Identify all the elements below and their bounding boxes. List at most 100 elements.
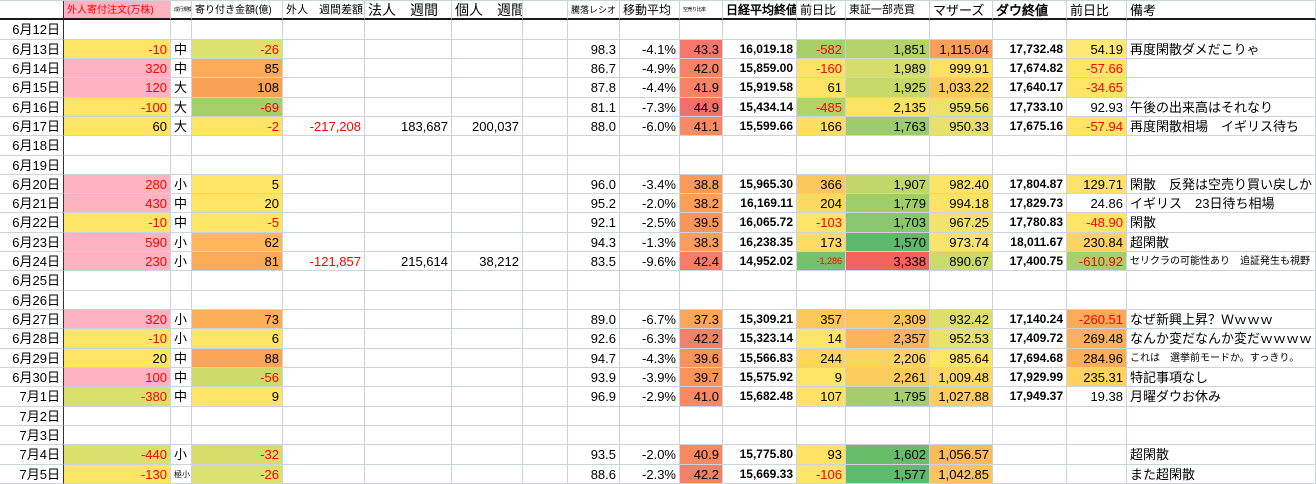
cell-ka[interactable]: 42.4 <box>680 252 723 272</box>
cell-oa[interactable] <box>192 290 283 310</box>
cell-date[interactable]: 6月13日 <box>0 39 64 59</box>
cell-fo[interactable] <box>64 155 171 175</box>
cell-gw[interactable]: -217,208 <box>283 116 365 137</box>
cell-sp[interactable] <box>523 232 568 253</box>
cell-fo[interactable] <box>64 271 171 291</box>
cell-hw[interactable] <box>365 194 452 214</box>
cell-ka[interactable] <box>680 136 723 156</box>
cell-dd[interactable]: 54.19 <box>1067 39 1127 59</box>
cell-fo[interactable]: 590 <box>64 232 171 253</box>
cell-ka[interactable]: 38.8 <box>680 174 723 195</box>
cell-ka[interactable]: 41.1 <box>680 116 723 137</box>
cell-gw[interactable]: -121,857 <box>283 252 365 272</box>
cell-kw[interactable] <box>452 232 523 253</box>
cell-sp[interactable] <box>523 367 568 388</box>
cell-kw[interactable] <box>452 387 523 407</box>
cell-hw[interactable] <box>365 155 452 175</box>
cell-ratio[interactable]: 88.6 <box>568 464 620 484</box>
cell-hw[interactable] <box>365 136 452 156</box>
cell-dow[interactable]: 17,733.10 <box>993 97 1067 117</box>
cell-sp[interactable] <box>523 271 568 291</box>
cell-fo[interactable]: -100 <box>64 97 171 117</box>
cell-ka[interactable]: 41.0 <box>680 387 723 407</box>
cell-oa[interactable] <box>192 136 283 156</box>
cell-fo[interactable]: 430 <box>64 194 171 214</box>
cell-fo[interactable]: 60 <box>64 116 171 137</box>
cell-rem[interactable] <box>1127 78 1316 98</box>
cell-tse[interactable]: 1,703 <box>846 213 930 233</box>
cell-dow[interactable]: 17,732.48 <box>993 39 1067 59</box>
cell-date[interactable]: 6月17日 <box>0 116 64 137</box>
cell-rem[interactable] <box>1127 406 1316 426</box>
column-header-nd[interactable]: 前日比 <box>797 1 846 21</box>
cell-gw[interactable] <box>283 39 365 59</box>
cell-hw[interactable]: 183,687 <box>365 116 452 137</box>
cell-oa[interactable] <box>192 425 283 446</box>
cell-oa[interactable]: -69 <box>192 97 283 117</box>
cell-dow[interactable]: 17,140.24 <box>993 310 1067 330</box>
cell-rem[interactable]: 特記事項なし <box>1127 367 1316 388</box>
cell-ma[interactable]: -3.4% <box>620 174 680 195</box>
cell-nk[interactable]: 14,952.02 <box>723 252 797 272</box>
cell-nd[interactable]: -106 <box>797 464 846 484</box>
cell-nk[interactable] <box>723 271 797 291</box>
cell-hw[interactable] <box>365 271 452 291</box>
cell-fo[interactable]: -10 <box>64 329 171 349</box>
cell-sz[interactable] <box>171 20 192 40</box>
cell-kw[interactable] <box>452 290 523 310</box>
cell-ka[interactable]: 37.3 <box>680 310 723 330</box>
cell-fo[interactable] <box>64 406 171 426</box>
cell-oa[interactable]: 20 <box>192 194 283 214</box>
cell-dd[interactable]: -34.65 <box>1067 78 1127 98</box>
cell-oa[interactable]: 5 <box>192 174 283 195</box>
cell-kw[interactable] <box>452 155 523 175</box>
cell-ka[interactable] <box>680 271 723 291</box>
cell-date[interactable]: 6月20日 <box>0 174 64 195</box>
cell-ratio[interactable]: 93.9 <box>568 367 620 388</box>
cell-nk[interactable]: 15,965.30 <box>723 174 797 195</box>
cell-tse[interactable] <box>846 20 930 40</box>
cell-date[interactable]: 6月18日 <box>0 136 64 156</box>
cell-ma[interactable]: -7.3% <box>620 97 680 117</box>
cell-ka[interactable]: 41.9 <box>680 78 723 98</box>
cell-hw[interactable] <box>365 387 452 407</box>
cell-dd[interactable]: 24.86 <box>1067 194 1127 214</box>
column-header-nk[interactable]: 日経平均終値 <box>723 1 797 21</box>
cell-nk[interactable]: 15,919.58 <box>723 78 797 98</box>
cell-mo[interactable]: 1,115.04 <box>930 39 993 59</box>
cell-ma[interactable]: -3.9% <box>620 367 680 388</box>
cell-ratio[interactable]: 86.7 <box>568 58 620 79</box>
cell-dd[interactable]: 92.93 <box>1067 97 1127 117</box>
cell-ratio[interactable]: 96.0 <box>568 174 620 195</box>
cell-ka[interactable]: 38.3 <box>680 232 723 253</box>
cell-tse[interactable]: 1,763 <box>846 116 930 137</box>
cell-rem[interactable]: 閑散 反発は空売り買い戻しか <box>1127 174 1316 195</box>
cell-gw[interactable] <box>283 58 365 79</box>
cell-dow[interactable] <box>993 406 1067 426</box>
cell-kw[interactable] <box>452 194 523 214</box>
cell-fo[interactable]: 320 <box>64 310 171 330</box>
cell-dow[interactable]: 17,949.37 <box>993 387 1067 407</box>
column-header-dd[interactable]: 前日比 <box>1067 1 1127 21</box>
column-header-rem[interactable]: 備考 <box>1127 1 1316 21</box>
cell-oa[interactable] <box>192 155 283 175</box>
cell-fo[interactable]: 20 <box>64 348 171 368</box>
cell-sz[interactable]: 中 <box>171 39 192 59</box>
cell-ka[interactable]: 39.7 <box>680 367 723 388</box>
cell-tse[interactable] <box>846 406 930 426</box>
cell-gw[interactable] <box>283 425 365 446</box>
cell-sz[interactable]: 小 <box>171 329 192 349</box>
cell-mo[interactable] <box>930 290 993 310</box>
cell-ma[interactable]: -4.3% <box>620 348 680 368</box>
cell-oa[interactable]: 62 <box>192 232 283 253</box>
cell-ka[interactable]: 42.2 <box>680 329 723 349</box>
cell-sz[interactable] <box>171 290 192 310</box>
cell-tse[interactable]: 1,602 <box>846 445 930 465</box>
cell-mo[interactable]: 1,033.22 <box>930 78 993 98</box>
cell-mo[interactable]: 959.56 <box>930 97 993 117</box>
cell-date[interactable]: 7月4日 <box>0 445 64 465</box>
cell-dow[interactable]: 17,400.75 <box>993 252 1067 272</box>
cell-mo[interactable] <box>930 271 993 291</box>
cell-sp[interactable] <box>523 252 568 272</box>
cell-sp[interactable] <box>523 406 568 426</box>
